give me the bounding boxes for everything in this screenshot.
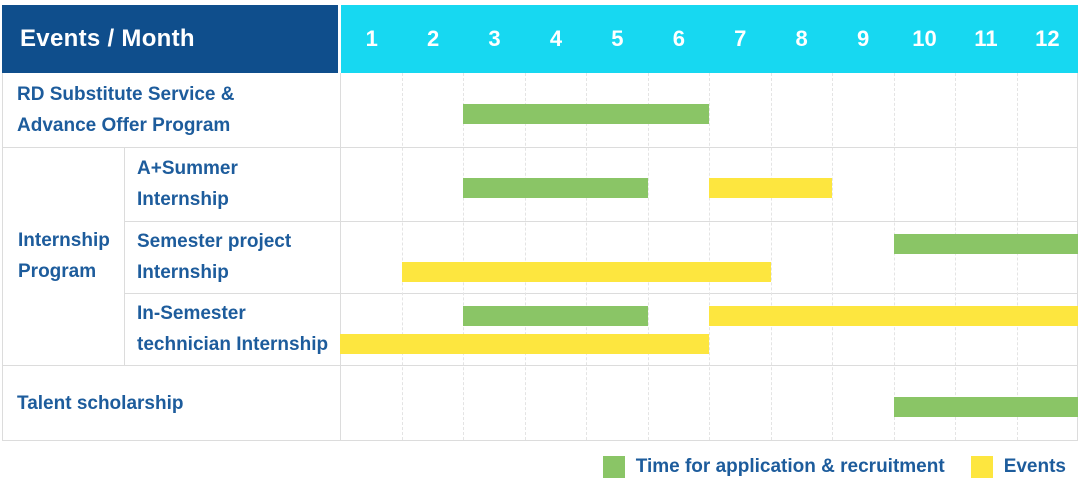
- month-label: 1: [365, 26, 378, 51]
- legend-swatch-application-icon: [602, 456, 625, 478]
- month-gridline: [401, 73, 403, 440]
- month-label: 2: [427, 26, 440, 51]
- month-gridline: [647, 73, 649, 440]
- month-label: 5: [611, 26, 624, 51]
- legend-item-events: Events: [970, 456, 1066, 478]
- table-bottom-border: [2, 440, 1078, 441]
- table-left-border: [2, 73, 3, 440]
- row-divider: [124, 221, 1078, 222]
- month-label: 7: [734, 26, 747, 51]
- month-label: 8: [795, 26, 808, 51]
- month-label: 6: [672, 26, 685, 51]
- month-gridline: [955, 73, 956, 440]
- month-label: 12: [1035, 26, 1060, 51]
- month-label: 10: [912, 26, 937, 51]
- header-title-cell: Events / Month: [2, 5, 338, 73]
- month-header-strip: 1 2 3 4 5 6 7 8 9 10 11 12: [341, 5, 1078, 73]
- legend-label-application: Time for application & recruitment: [635, 456, 945, 477]
- row-label-talent-scholarship: Talent scholarship: [17, 392, 184, 414]
- bar-events: [709, 178, 832, 198]
- bar-time-for-application: [463, 178, 648, 198]
- legend: Time for application & recruitment Event…: [602, 456, 1066, 478]
- row-divider: [2, 365, 1078, 366]
- month-gridline: [832, 73, 833, 440]
- group-label-internship-program: Internship Program: [18, 230, 110, 282]
- month-label: 11: [974, 26, 998, 51]
- chart-column-divider: [340, 73, 341, 440]
- month-gridline: [1016, 73, 1018, 440]
- row-divider: [2, 147, 1078, 148]
- month-label: 9: [856, 26, 870, 51]
- row-label-semester-project: Semester project Internship: [137, 231, 292, 283]
- bar-events: [709, 306, 1078, 326]
- legend-swatch-events-icon: [970, 456, 993, 478]
- row-label-in-semester-technician: In-Semester technician Internship: [137, 303, 329, 355]
- table-right-border: [1077, 73, 1078, 440]
- month-gridline: [770, 73, 772, 440]
- month-gridline: [524, 73, 526, 440]
- bar-time-for-application: [893, 234, 1078, 254]
- month-label: 3: [488, 26, 501, 51]
- bar-events: [340, 334, 709, 354]
- month-gridline: [709, 73, 710, 440]
- row-label-rd-substitute: RD Substitute Service & Advance Offer Pr…: [17, 84, 235, 136]
- row-divider: [124, 293, 1078, 294]
- month-gridline: [893, 73, 895, 440]
- legend-label-events: Events: [1003, 456, 1066, 477]
- bar-time-for-application: [893, 397, 1078, 417]
- sub-column-divider: [124, 147, 125, 365]
- month-label: 4: [549, 26, 563, 51]
- month-gridline: [463, 73, 464, 440]
- bar-events: [401, 262, 771, 282]
- bar-time-for-application: [463, 306, 648, 326]
- month-gridline: [586, 73, 587, 440]
- legend-item-application: Time for application & recruitment: [602, 456, 945, 478]
- row-label-a-plus-summer: A+Summer Internship: [137, 158, 238, 210]
- header-title: Events / Month: [20, 25, 195, 52]
- bar-time-for-application: [463, 104, 709, 124]
